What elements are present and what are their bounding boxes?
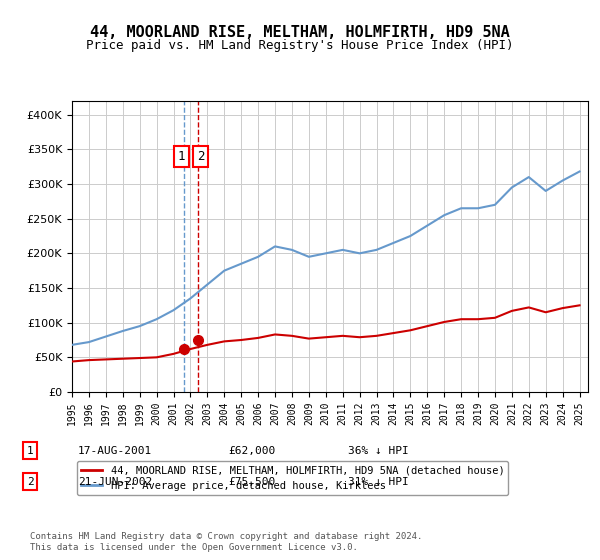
- Text: 1: 1: [178, 150, 185, 163]
- Text: 36% ↓ HPI: 36% ↓ HPI: [348, 446, 409, 456]
- Text: 1: 1: [26, 446, 34, 456]
- Text: Price paid vs. HM Land Registry's House Price Index (HPI): Price paid vs. HM Land Registry's House …: [86, 39, 514, 52]
- Text: Contains HM Land Registry data © Crown copyright and database right 2024.
This d: Contains HM Land Registry data © Crown c…: [30, 532, 422, 552]
- Text: £62,000: £62,000: [228, 446, 275, 456]
- Text: 2: 2: [26, 477, 34, 487]
- Text: 31% ↓ HPI: 31% ↓ HPI: [348, 477, 409, 487]
- Text: 44, MOORLAND RISE, MELTHAM, HOLMFIRTH, HD9 5NA: 44, MOORLAND RISE, MELTHAM, HOLMFIRTH, H…: [90, 25, 510, 40]
- Text: 17-AUG-2001: 17-AUG-2001: [78, 446, 152, 456]
- Text: 2: 2: [197, 150, 205, 163]
- Text: 21-JUN-2002: 21-JUN-2002: [78, 477, 152, 487]
- Legend: 44, MOORLAND RISE, MELTHAM, HOLMFIRTH, HD9 5NA (detached house), HPI: Average pr: 44, MOORLAND RISE, MELTHAM, HOLMFIRTH, H…: [77, 461, 508, 495]
- Text: £75,500: £75,500: [228, 477, 275, 487]
